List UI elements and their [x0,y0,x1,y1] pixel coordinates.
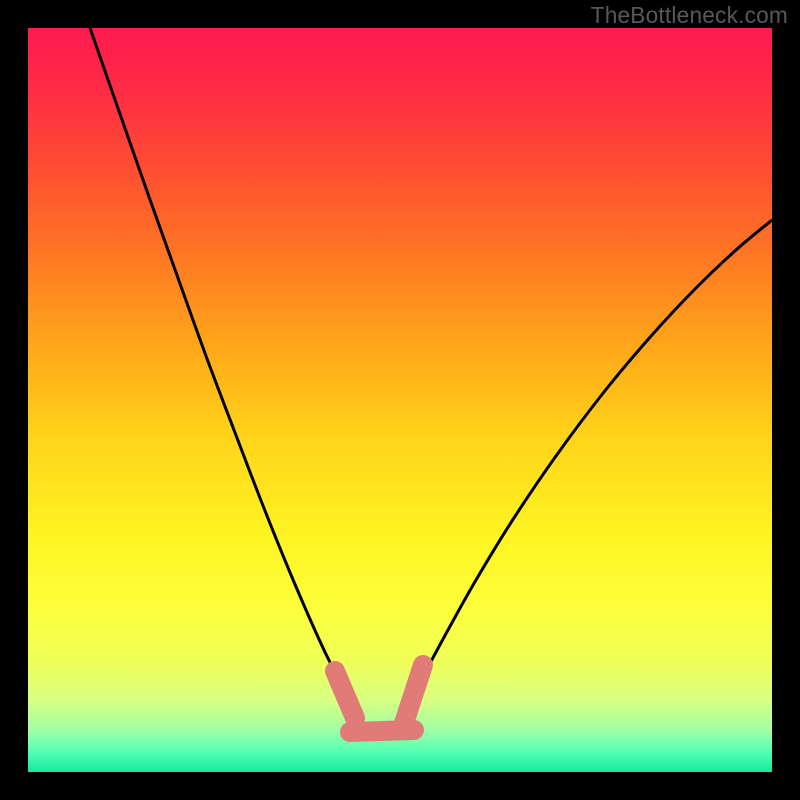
watermark: TheBottleneck.com [591,2,788,29]
frame-left [0,0,28,800]
frame-right [772,0,800,800]
plot-background [28,28,772,772]
plot-area [28,28,772,772]
plot-svg [28,28,772,772]
frame-bottom [0,772,800,800]
